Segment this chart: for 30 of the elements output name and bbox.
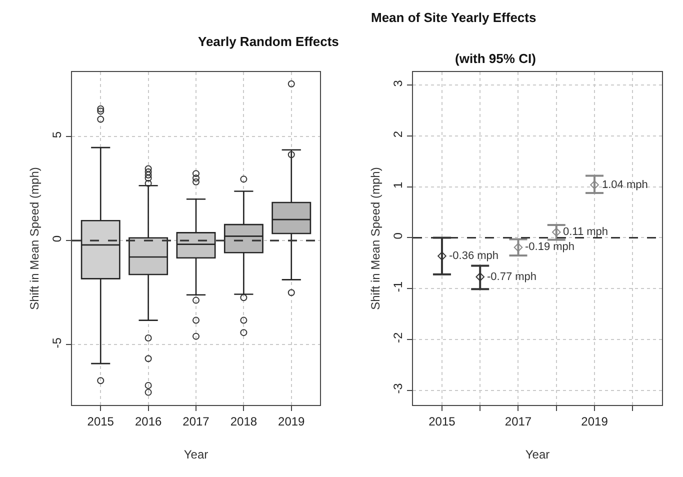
y-tick-label: -2 [391,332,406,343]
y-tick-label: -1 [391,281,406,292]
data-label: 1.04 mph [602,179,648,191]
y-tick-label: 3 [391,80,406,87]
x-axis-title: Year [184,447,208,462]
y-tick-label: 2 [391,130,406,138]
x-tick-label: 2015 [87,414,114,428]
data-label: -0.36 mph [449,250,499,262]
x-tick-label: 2018 [230,414,258,428]
y-tick-label: 0 [50,235,64,242]
y-tick-label: 0 [391,232,406,240]
data-label: 0.11 mph [563,226,608,238]
x-tick-label: 2016 [134,414,162,428]
x-tick-label: 2015 [428,414,456,428]
y-tick-label: -5 [50,337,64,348]
chart-subtitle: (with 95% CI) [455,51,536,66]
y-axis-title: Shift in Mean Speed (mph) [368,167,382,310]
data-label: -0.19 mph [525,241,575,253]
y-axis-title: Shift in Mean Speed (mph) [27,167,42,310]
x-axis-title: Year [525,447,550,462]
y-tick-label: 1 [391,181,406,188]
data-label: -0.77 mph [487,271,537,283]
x-tick-label: 2019 [581,414,608,428]
chart-title: Mean of Site Yearly Effects [371,10,536,25]
x-tick-label: 2019 [278,414,306,428]
x-tick-label: 2017 [182,414,210,428]
y-tick-label: 5 [50,131,64,138]
y-tick-label: -3 [391,382,406,394]
x-tick-label: 2017 [504,414,532,428]
chart-title: Yearly Random Effects [198,34,339,49]
